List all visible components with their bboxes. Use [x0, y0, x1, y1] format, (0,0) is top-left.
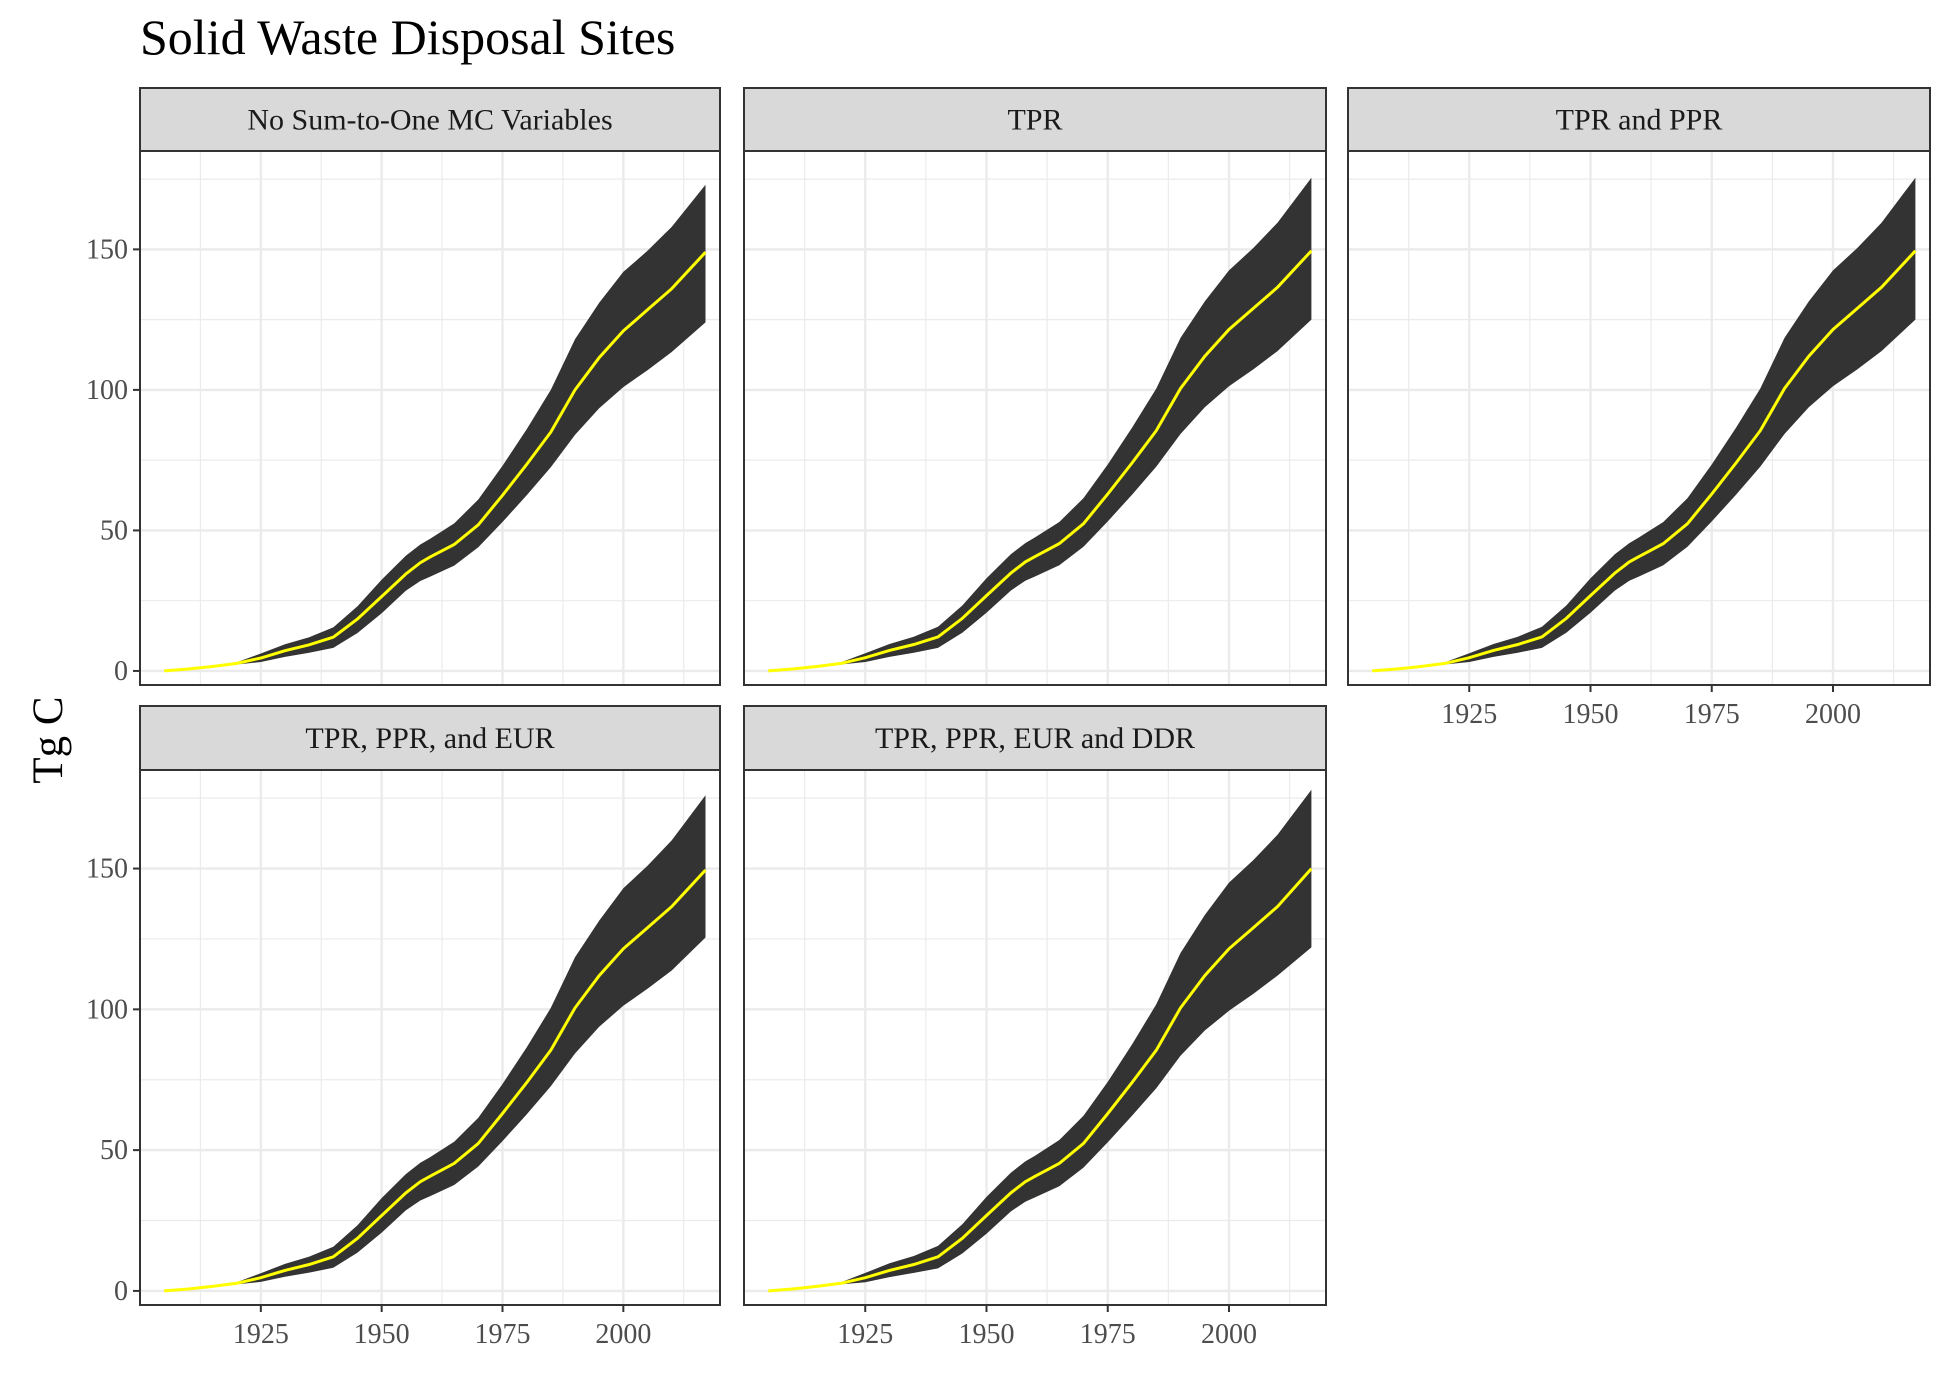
- plot-background: [744, 770, 1326, 1305]
- facet-strip: [139, 87, 721, 152]
- y-tick-label: 50: [100, 515, 128, 546]
- facet-label: TPR: [1007, 104, 1062, 137]
- plot-background: [140, 770, 720, 1305]
- uncertainty-band: [768, 177, 1312, 671]
- x-tick-label: 2000: [1805, 699, 1861, 730]
- facet-strip: [743, 87, 1327, 152]
- panel-border: [1347, 150, 1931, 686]
- facet-panel: TPR, PPR, and EUR 0 50 100 150 1925 1950 1975 20…: [86, 705, 721, 1350]
- median-line: [164, 868, 707, 1293]
- facet-label: TPR and PPR: [1556, 104, 1723, 137]
- median-line: [1372, 249, 1917, 673]
- facet-panels: No Sum-to-One MC Variables 0 50 100 150 TPR TP…: [86, 87, 1931, 1350]
- facet-panel: TPR, PPR, EUR and DDR 1925 1950 1975 2000: [743, 705, 1327, 1350]
- y-tick-label: 0: [114, 656, 128, 687]
- uncertainty-band: [768, 789, 1312, 1291]
- uncertainty-band: [164, 795, 706, 1291]
- x-tick-label: 2000: [1201, 1319, 1257, 1350]
- y-tick-label: 0: [114, 1276, 128, 1307]
- plot-background: [140, 151, 720, 685]
- panel-border: [743, 769, 1327, 1306]
- y-tick-label: 100: [86, 994, 128, 1025]
- y-tick-label: 150: [86, 234, 128, 265]
- facet-label: TPR, PPR, and EUR: [305, 722, 554, 755]
- median-line: [164, 251, 707, 673]
- panel-border: [139, 150, 721, 686]
- facet-strip: [743, 705, 1327, 771]
- facet-panel: No Sum-to-One MC Variables 0 50 100 150: [86, 87, 721, 687]
- x-tick-label: 1975: [1080, 1319, 1136, 1350]
- y-tick-label: 150: [86, 854, 128, 885]
- plot-background: [1348, 151, 1930, 685]
- median-line: [768, 249, 1313, 673]
- x-tick-label: 1925: [837, 1319, 893, 1350]
- median-line: [768, 867, 1313, 1293]
- facet-panel: TPR: [743, 87, 1327, 686]
- uncertainty-band: [164, 184, 706, 671]
- x-tick-label: 2000: [595, 1319, 651, 1350]
- y-tick-label: 50: [100, 1135, 128, 1166]
- uncertainty-band: [1372, 177, 1916, 671]
- facet-panel: TPR and PPR 1925 1950 1975 2000: [1347, 87, 1931, 730]
- x-tick-label: 1975: [1684, 699, 1740, 730]
- panel-border: [139, 769, 721, 1306]
- x-tick-label: 1925: [233, 1319, 289, 1350]
- x-tick-label: 1950: [959, 1319, 1015, 1350]
- plot-background: [744, 151, 1326, 685]
- x-tick-label: 1950: [354, 1319, 410, 1350]
- y-tick-label: 100: [86, 375, 128, 406]
- x-tick-label: 1925: [1441, 699, 1497, 730]
- panel-border: [743, 150, 1327, 686]
- x-tick-label: 1975: [475, 1319, 531, 1350]
- x-tick-label: 1950: [1563, 699, 1619, 730]
- chart-title: Solid Waste Disposal Sites: [140, 9, 675, 65]
- facet-label: No Sum-to-One MC Variables: [247, 104, 612, 137]
- facet-label: TPR, PPR, EUR and DDR: [875, 722, 1195, 755]
- y-axis-title: Tg C: [25, 696, 72, 783]
